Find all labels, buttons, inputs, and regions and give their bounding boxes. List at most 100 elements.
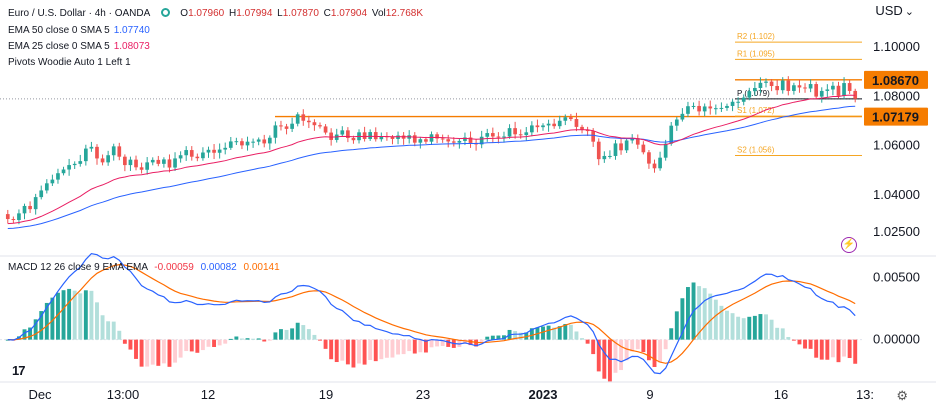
macd-histogram-bar-24	[139, 339, 144, 367]
candle-body-69	[390, 137, 395, 139]
ohlc-vol-value: 12.768K	[385, 8, 424, 19]
candle-body-80	[451, 141, 456, 143]
candle-body-18	[106, 155, 110, 163]
ohlc-close-value: 1.07904	[330, 8, 368, 19]
macd-histogram-bar-149	[836, 339, 841, 363]
macd-histogram-bar-118	[663, 339, 668, 350]
ema50-legend[interactable]: EMA 50 close 0 SMA 5 1.07740	[8, 25, 150, 37]
price-tag-label-0: 1.08670	[872, 73, 919, 88]
tradingview-logo-icon[interactable]: 17	[12, 363, 26, 378]
candle-body-5	[33, 197, 38, 210]
candle-body-12	[72, 163, 77, 166]
macd-histogram-bar-27	[156, 339, 161, 366]
macd-histogram-bar-126	[708, 293, 713, 340]
macd-histogram-bar-11	[67, 288, 72, 340]
currency-selector[interactable]: USD ⌄	[875, 3, 914, 18]
candle-body-35	[201, 152, 205, 159]
candle-body-39	[223, 147, 228, 150]
macd-histogram-bar-140	[786, 337, 791, 340]
macd-histogram-bar-21	[122, 339, 127, 344]
gear-icon[interactable]: ⚙	[896, 388, 908, 403]
macd-signal-value: 0.00141	[243, 262, 280, 273]
pivots-legend[interactable]: Pivots Woodie Auto 1 Left 1	[8, 57, 131, 69]
candle-body-62	[351, 137, 356, 141]
macd-histogram-bar-6	[39, 311, 44, 340]
macd-histogram-bar-104	[585, 339, 590, 344]
macd-histogram-bar-112	[630, 339, 635, 352]
candle-body-70	[396, 135, 400, 139]
macd-histogram-bar-113	[635, 339, 640, 350]
pivot-label-3: S1 (1.072)	[737, 106, 775, 115]
macd-histogram-bar-34	[195, 339, 200, 353]
candle-body-142	[797, 85, 802, 88]
candle-body-112	[630, 138, 635, 141]
candle-body-17	[100, 158, 105, 163]
macd-histogram-bar-76	[429, 339, 434, 348]
candle-body-92	[518, 134, 523, 136]
candle-body-99	[557, 120, 562, 127]
candle-body-6	[39, 190, 44, 198]
macd-histogram-bar-116	[652, 339, 657, 367]
macd-histogram-bar-127	[713, 299, 718, 340]
macd-histogram-bar-31	[178, 339, 183, 358]
candle-body-132	[741, 97, 746, 102]
symbol-legend: Euro / U.S. Dollar · 4h · OANDA O1.07960…	[8, 8, 423, 20]
candle-body-8	[50, 179, 55, 184]
price-axis-tick-label-4: 1.02500	[873, 224, 920, 239]
macd-histogram-bar-71	[401, 339, 406, 355]
candle-body-97	[546, 123, 551, 126]
macd-histogram-bar-7	[44, 302, 49, 340]
candle-body-50	[284, 126, 289, 129]
macd-histogram-bar-35	[200, 339, 205, 351]
macd-histogram-bar-69	[390, 339, 395, 358]
candle-body-76	[429, 134, 434, 142]
macd-histogram-bar-143	[803, 339, 807, 349]
macd-histogram-bar-107	[602, 339, 607, 379]
candle-body-19	[111, 146, 116, 156]
candle-body-150	[842, 83, 846, 96]
candle-body-55	[312, 122, 317, 126]
macd-histogram-bar-20	[117, 330, 122, 340]
candle-body-82	[463, 137, 467, 141]
candle-body-9	[56, 173, 60, 180]
macd-histogram-bar-152	[853, 339, 858, 364]
candle-body-65	[368, 132, 373, 139]
macd-legend[interactable]: MACD 12 26 close 9 EMA EMA -0.00059 0.00…	[8, 262, 280, 274]
candle-body-130	[730, 101, 735, 106]
macd-histogram-bar-16	[95, 302, 99, 340]
candle-body-135	[758, 82, 763, 88]
macd-histogram-bar-38	[217, 339, 222, 346]
candle-body-144	[808, 84, 813, 89]
macd-histogram-bar-103	[580, 338, 584, 340]
macd-axis-tick-label-1: 0.00000	[873, 332, 920, 347]
macd-histogram-bar-47	[267, 339, 272, 341]
candle-body-110	[619, 143, 623, 151]
pivot-label-0: R2 (1.102)	[737, 32, 775, 41]
candle-body-3	[22, 205, 27, 214]
macd-histogram-bar-29	[167, 339, 172, 367]
candle-body-43	[245, 141, 250, 146]
macd-histogram-bar-42	[239, 338, 244, 340]
macd-histogram-bar-142	[797, 339, 802, 345]
macd-histogram-bar-124	[697, 286, 702, 340]
candle-body-24	[139, 167, 144, 170]
candle-body-137	[769, 81, 774, 87]
macd-histogram-bar-86	[485, 336, 490, 340]
macd-histogram-bar-150	[842, 339, 847, 357]
ema25-legend[interactable]: EMA 25 close 0 SMA 5 1.08073	[8, 41, 150, 53]
macd-histogram-bar-133	[747, 316, 752, 340]
ohlc-vol-label: Vol	[371, 8, 386, 19]
macd-histogram-bar-100	[563, 323, 568, 340]
macd-histogram-bar-81	[457, 339, 462, 348]
candle-body-118	[663, 143, 668, 158]
candle-body-52	[295, 114, 300, 124]
macd-histogram-bar-17	[100, 315, 105, 340]
candle-body-61	[346, 130, 350, 138]
macd-histogram-bar-44	[251, 338, 256, 340]
candle-body-131	[736, 101, 740, 103]
macd-histogram-bar-13	[78, 293, 83, 340]
macd-histogram-bar-23	[134, 339, 138, 359]
lightning-icon[interactable]: ⚡	[841, 237, 857, 253]
